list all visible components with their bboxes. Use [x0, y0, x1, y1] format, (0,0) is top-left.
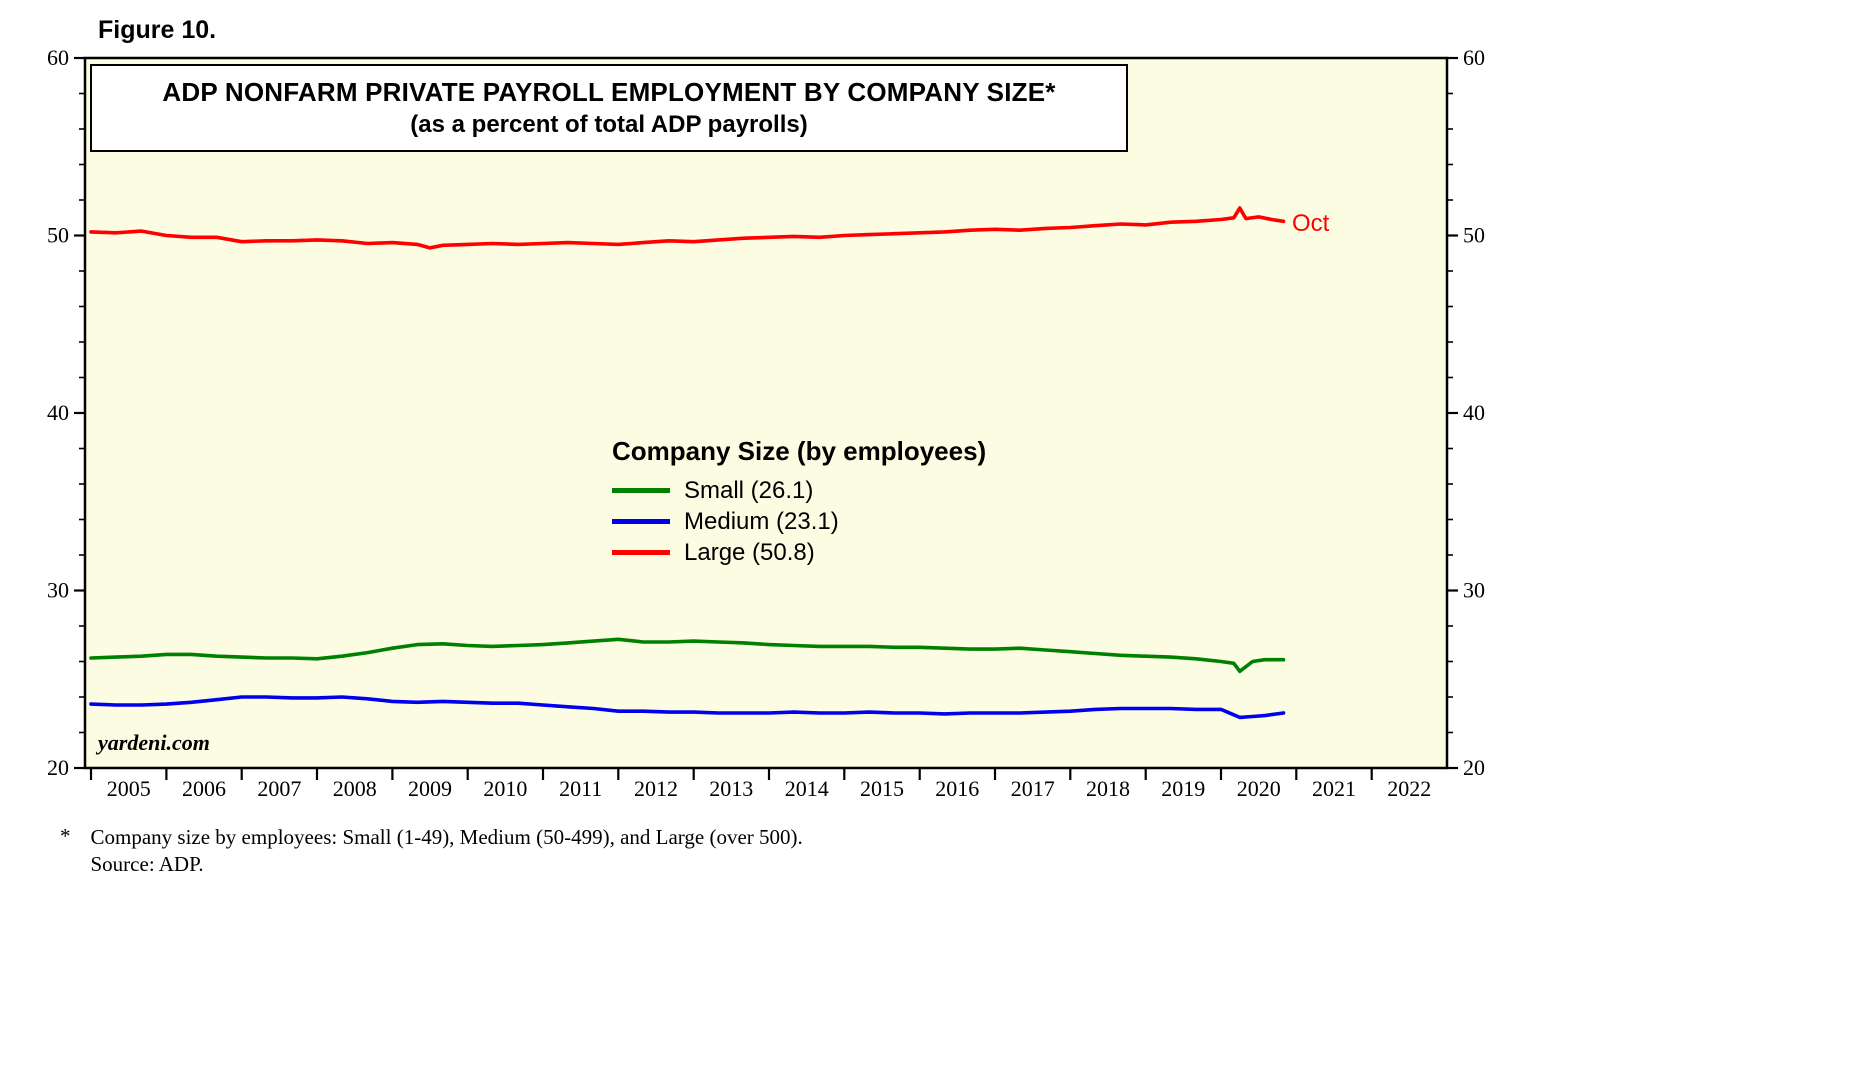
series-line-large: [89, 206, 1286, 250]
chart-title: ADP NONFARM PRIVATE PAYROLL EMPLOYMENT B…: [162, 77, 1056, 107]
x-axis-year-label: 2015: [860, 776, 904, 801]
footnote-line1: Company size by employees: Small (1-49),…: [90, 825, 803, 849]
series-line-small: [89, 637, 1286, 674]
last-point-annotation: Oct: [1292, 210, 1330, 237]
x-axis-year-label: 2007: [257, 776, 301, 801]
footnote-marker: *: [60, 824, 71, 848]
y-axis-label-left: 50: [47, 223, 69, 248]
x-axis-year-label: 2005: [107, 776, 151, 801]
watermark: yardeni.com: [98, 730, 210, 755]
legend-label-medium: Medium (23.1): [684, 507, 839, 535]
legend-swatch-small: [612, 488, 670, 493]
y-axis-label-right: 50: [1463, 223, 1485, 248]
y-axis-label-right: 40: [1463, 400, 1485, 425]
x-axis-year-label: 2021: [1312, 776, 1356, 801]
y-axis-label-right: 30: [1463, 578, 1485, 603]
legend-swatch-large: [612, 550, 670, 555]
series-line-medium: [89, 695, 1286, 720]
legend-label-small: Small (26.1): [684, 476, 814, 504]
x-axis-year-label: 2006: [182, 776, 226, 801]
x-axis-year-label: 2012: [634, 776, 678, 801]
legend: Company Size (by employees) Small (26.1)…: [612, 436, 986, 568]
chart-title-box: ADP NONFARM PRIVATE PAYROLL EMPLOYMENT B…: [90, 64, 1128, 152]
y-axis-label-left: 40: [47, 400, 69, 425]
plot-border: [83, 56, 1449, 770]
figure-label: Figure 10.: [98, 16, 217, 44]
footnote: * Company size by employees: Small (1-49…: [60, 824, 803, 878]
y-axis-label-left: 20: [47, 755, 69, 780]
footnote-line2: Source: ADP.: [90, 852, 204, 876]
y-axis-label-right: 20: [1463, 755, 1485, 780]
legend-item-large: Large (50.8): [612, 537, 986, 568]
y-axis-label-left: 60: [47, 45, 69, 70]
plot-area: [85, 58, 1447, 768]
x-axis-year-label: 2017: [1011, 776, 1055, 801]
x-axis-year-label: 2020: [1237, 776, 1281, 801]
x-axis-year-label: 2018: [1086, 776, 1130, 801]
y-axis-label-right: 60: [1463, 45, 1485, 70]
x-axis-year-label: 2009: [408, 776, 452, 801]
legend-label-large: Large (50.8): [684, 538, 815, 566]
x-axis-year-label: 2014: [785, 776, 829, 801]
legend-heading: Company Size (by employees): [612, 436, 987, 466]
x-axis-year-label: 2010: [483, 776, 527, 801]
x-axis-year-label: 2019: [1161, 776, 1205, 801]
x-axis-year-label: 2022: [1387, 776, 1431, 801]
x-axis-year-label: 2008: [333, 776, 377, 801]
x-axis-year-label: 2013: [709, 776, 753, 801]
y-axis-label-left: 30: [47, 578, 69, 603]
legend-item-small: Small (26.1): [612, 475, 986, 506]
x-axis-year-label: 2016: [935, 776, 979, 801]
legend-swatch-medium: [612, 519, 670, 524]
chart-subtitle: (as a percent of total ADP payrolls): [410, 111, 808, 138]
x-axis-year-label: 2011: [559, 776, 602, 801]
footnote-lines: Company size by employees: Small (1-49),…: [91, 824, 803, 878]
legend-item-medium: Medium (23.1): [612, 506, 986, 537]
